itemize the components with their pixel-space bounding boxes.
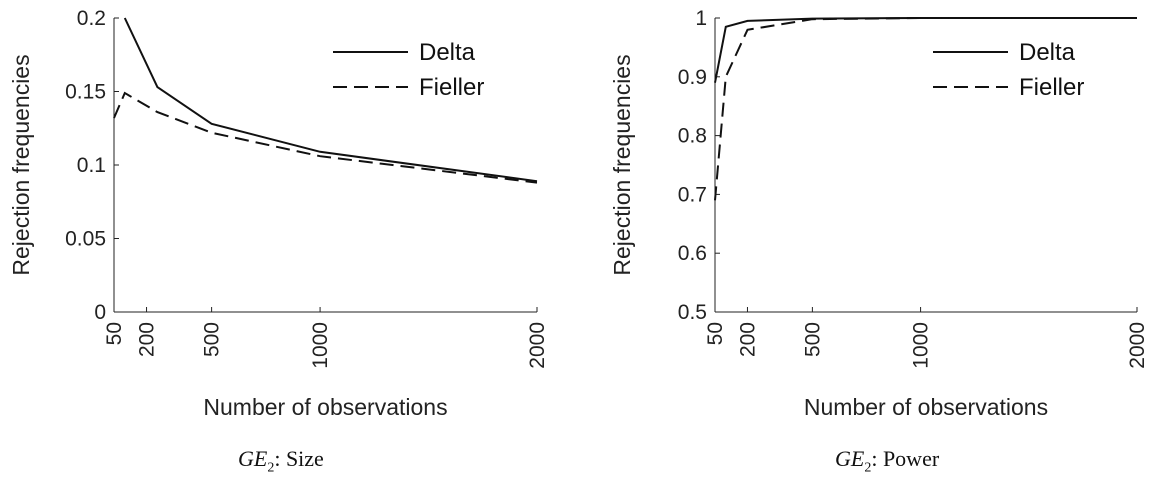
x-tick-label: 500	[801, 322, 824, 357]
y-tick-label: 0.7	[678, 183, 707, 206]
y-tick-label: 0.5	[678, 301, 707, 324]
caption-right: GE2: Power	[835, 446, 939, 476]
x-tick-label: 50	[103, 322, 126, 345]
x-tick-label: 2000	[1126, 322, 1149, 369]
y-tick-label: 0.6	[678, 242, 707, 265]
y-tick-label: 0.9	[678, 66, 707, 89]
x-axis-label: Number of observations	[804, 394, 1048, 420]
caption-right-sub: 2	[864, 460, 872, 476]
y-tick-label: 0.1	[77, 154, 106, 177]
caption-left: GE2: Size	[238, 446, 324, 476]
legend-label-fieller: Fieller	[1019, 74, 1084, 101]
series-line-fieller	[714, 17, 1137, 201]
legend-label-delta: Delta	[419, 39, 476, 66]
legend-label-fieller: Fieller	[419, 74, 484, 101]
y-tick-label: 0.05	[65, 228, 106, 251]
y-axis-label: Rejection frequencies	[8, 54, 34, 275]
x-tick-label: 2000	[526, 322, 549, 369]
caption-left-rest: : Size	[274, 446, 324, 471]
series-line-delta	[123, 17, 538, 183]
chart-panel-1: 0 0.05 0.1 0.15 0.2 50 200 500 1000 2000 Number of…	[8, 7, 549, 420]
legend-label-delta: Delta	[1019, 39, 1076, 66]
caption-left-main: GE	[238, 446, 268, 471]
y-tick-label: 0.15	[65, 81, 106, 104]
x-tick-label: 200	[136, 322, 159, 357]
y-axis-label: Rejection frequencies	[609, 54, 635, 275]
y-tick-label: 0.8	[678, 125, 707, 148]
y-tick-label: 1	[695, 7, 707, 30]
y-tick-label: 0.2	[77, 7, 106, 30]
x-tick-label: 1000	[309, 322, 332, 369]
caption-left-sub: 2	[267, 460, 275, 476]
caption-right-main: GE	[835, 446, 865, 471]
chart-figure: 0 0.05 0.1 0.15 0.2 50 200 500 1000 2000 Number of…	[8, 7, 1149, 420]
series-line-fieller	[113, 91, 538, 184]
x-tick-label: 200	[736, 322, 759, 357]
chart-panel-2: 0.5 0.6 0.7 0.8 0.9 1 50 200 500 1000 2000 Number o…	[609, 7, 1149, 420]
caption-right-rest: : Power	[871, 446, 940, 471]
y-tick-label: 0	[94, 301, 106, 324]
x-tick-label: 1000	[910, 322, 933, 369]
x-tick-label: 500	[201, 322, 224, 357]
x-axis-label: Number of observations	[203, 394, 447, 420]
x-tick-label: 50	[704, 322, 727, 345]
